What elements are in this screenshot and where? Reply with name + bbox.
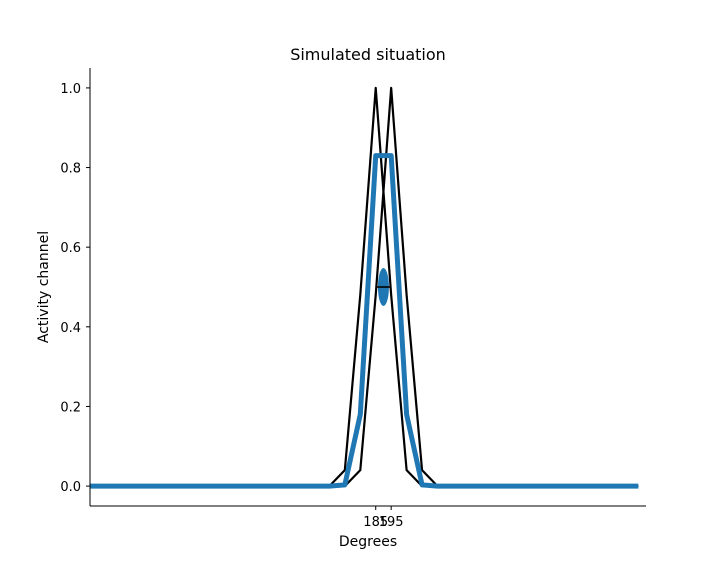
x-tick-label: 195 [379,515,404,530]
series-line-2 [90,86,639,488]
y-tick-label: 0.0 [60,480,81,495]
marker-group [375,268,392,306]
y-axis-label: Activity channel [36,231,52,343]
y-tick-label: 0.6 [60,241,81,256]
y-ticks: 0.0 0.2 0.4 0.6 0.8 1.0 [60,82,90,495]
y-tick-label: 1.0 [60,82,81,97]
y-tick-label: 0.8 [60,162,81,177]
series-line-3 [90,153,639,489]
y-tick-label: 0.4 [60,321,81,336]
x-tick-label: 185 [363,515,388,530]
y-tick-label: 0.2 [60,400,81,415]
x-axis-label: Degrees [339,534,397,550]
plot-lines [90,86,639,489]
chart-title: Simulated situation [290,45,446,64]
